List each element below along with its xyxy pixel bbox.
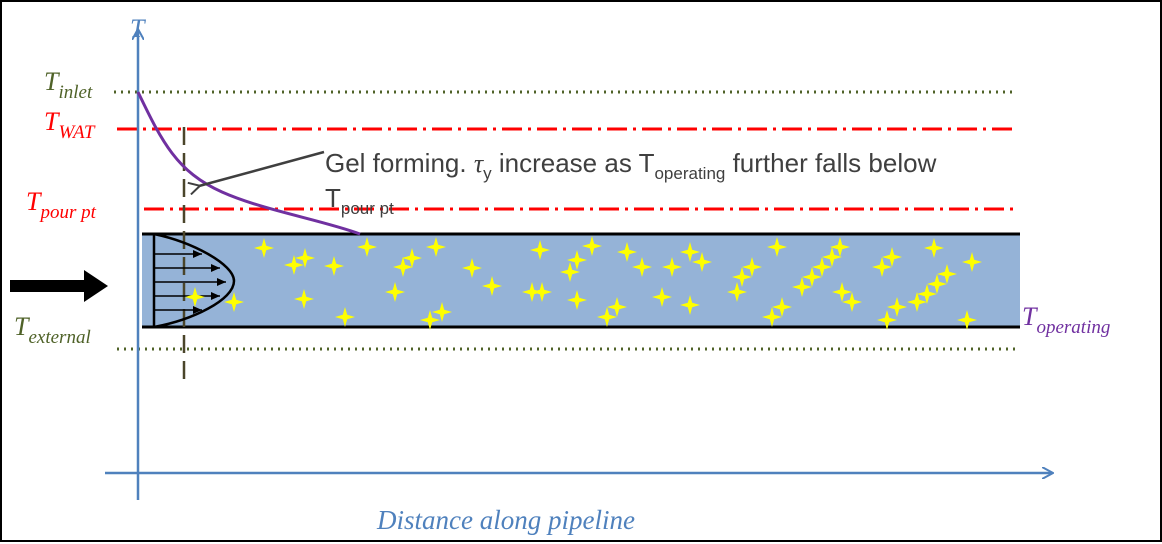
crystal-icon	[632, 257, 652, 277]
crystal-icon	[432, 302, 452, 322]
crystal-icon	[652, 287, 672, 307]
crystal-icon	[812, 257, 832, 277]
crystal-icon	[680, 242, 700, 262]
crystal-icon	[927, 274, 947, 294]
crystal-icon	[917, 284, 937, 304]
crystal-icon	[295, 248, 315, 268]
crystal-icon	[582, 236, 602, 256]
crystal-icon	[402, 248, 422, 268]
crystal-icon	[284, 255, 304, 275]
crystal-icon	[294, 289, 314, 309]
crystal-icon	[877, 310, 897, 330]
crystals-group	[185, 236, 982, 330]
crystal-icon	[924, 238, 944, 258]
pipe-body	[142, 234, 1020, 327]
t-operating-label: Toperating	[1022, 302, 1110, 338]
crystal-icon	[822, 247, 842, 267]
crystal-icon	[560, 262, 580, 282]
annotation-line-1: Gel forming. τy increase as Toperating f…	[325, 148, 937, 183]
crystal-icon	[732, 267, 752, 287]
crystal-icon	[567, 250, 587, 270]
flow-arrow-icon	[10, 270, 108, 302]
crystal-icon	[420, 310, 440, 330]
crystal-icon	[832, 282, 852, 302]
crystal-icon	[482, 276, 502, 296]
velocity-profile	[152, 232, 236, 329]
crystal-icon	[607, 297, 627, 317]
crystal-icon	[254, 238, 274, 258]
t-inlet-label: Tinlet	[44, 67, 93, 103]
crystal-icon	[324, 256, 344, 276]
crystal-icon	[762, 307, 782, 327]
crystal-icon	[742, 257, 762, 277]
crystal-icon	[802, 267, 822, 287]
crystal-icon	[224, 292, 244, 312]
crystal-icon	[767, 237, 787, 257]
t-pour-label: Tpour pt	[26, 187, 97, 223]
crystal-icon	[772, 297, 792, 317]
crystal-icon	[882, 247, 902, 267]
temperature-curve	[136, 91, 361, 236]
crystal-icon	[907, 292, 927, 312]
crystal-icon	[462, 258, 482, 278]
crystal-icon	[680, 295, 700, 315]
crystal-icon	[830, 237, 850, 257]
crystal-icon	[530, 240, 550, 260]
crystal-icon	[335, 307, 355, 327]
crystal-icon	[692, 252, 712, 272]
crystal-icon	[426, 237, 446, 257]
crystal-icon	[357, 237, 377, 257]
t-external-label: Texternal	[14, 312, 91, 348]
crystal-icon	[842, 292, 862, 312]
crystal-icon	[597, 307, 617, 327]
crystal-icon	[662, 257, 682, 277]
crystal-icon	[385, 282, 405, 302]
x-axis-label: Distance along pipeline	[376, 505, 635, 535]
crystal-icon	[567, 290, 587, 310]
annotation-arrow	[199, 150, 325, 186]
crystal-icon	[393, 257, 413, 277]
t-wat-label: TWAT	[44, 107, 96, 143]
crystal-icon	[962, 252, 982, 272]
crystal-icon	[792, 277, 812, 297]
annotation-line-2: Tpour pt	[325, 183, 394, 218]
crystal-icon	[937, 264, 957, 284]
crystal-icon	[617, 242, 637, 262]
crystal-icon	[532, 282, 552, 302]
crystal-icon	[887, 297, 907, 317]
crystal-icon	[185, 287, 205, 307]
crystal-icon	[727, 282, 747, 302]
y-axis-label: T	[130, 14, 146, 43]
crystal-icon	[872, 257, 892, 277]
crystal-icon	[957, 310, 977, 330]
